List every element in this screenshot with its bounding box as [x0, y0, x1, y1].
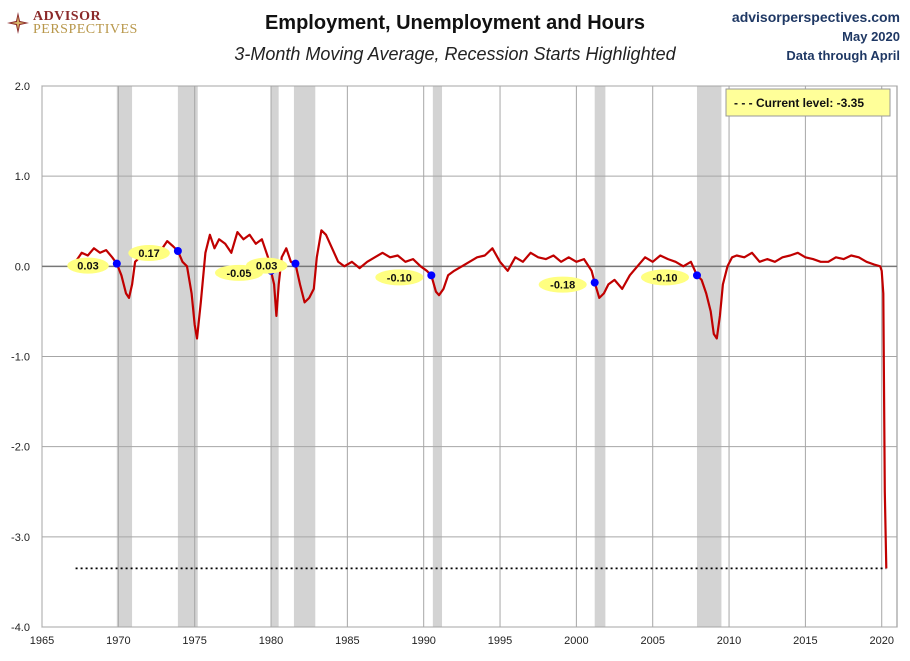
series-line	[74, 229, 888, 569]
recession-start-label: -0.10	[640, 269, 689, 286]
label-highlight	[375, 269, 424, 286]
x-tick-label: 1980	[259, 635, 283, 647]
advisor-perspectives-logo: ADVISOR PERSPECTIVES	[6, 9, 138, 37]
current-level-label: - - - Current level: -3.35	[734, 96, 864, 110]
recession-start-marker	[692, 271, 701, 280]
recession-start-marker	[112, 259, 121, 268]
label-highlight	[128, 245, 170, 262]
x-tick-label: 2005	[640, 635, 664, 647]
label-text: 0.03	[77, 261, 98, 273]
label-text: -0.05	[226, 268, 251, 280]
label-highlight	[245, 257, 288, 274]
data-through: Data through April	[786, 48, 900, 63]
y-tick-label: -4.0	[11, 622, 30, 634]
chart-subtitle: 3-Month Moving Average, Recession Starts…	[234, 44, 676, 64]
label-text: 0.03	[256, 261, 277, 273]
source-block: advisorperspectives.com May 2020 Data th…	[732, 8, 900, 65]
x-tick-label: 1995	[488, 635, 512, 647]
x-tick-label: 2020	[869, 635, 893, 647]
label-text: -0.18	[550, 280, 575, 292]
current-level-box	[725, 88, 891, 117]
x-tick-label: 1970	[106, 635, 130, 647]
label-highlight	[538, 276, 587, 293]
compass-icon	[7, 12, 29, 34]
label-text: -0.10	[652, 272, 677, 284]
label-text: -0.10	[387, 272, 412, 284]
source-date: May 2020	[842, 29, 900, 44]
x-tick-label: 1985	[335, 635, 359, 647]
recession-start-label: 0.17	[128, 245, 170, 262]
logo-text-line2: PERSPECTIVES	[33, 22, 138, 37]
recession-start-label: -0.10	[375, 269, 424, 286]
recession-start-label: -0.18	[538, 276, 587, 293]
x-tick-label: 2010	[717, 635, 741, 647]
chart-title: Employment, Unemployment and Hours	[264, 12, 646, 34]
label-highlight	[640, 269, 689, 286]
x-tick-label: 1975	[182, 635, 206, 647]
label-highlight	[67, 257, 109, 274]
recession-start-marker	[291, 259, 300, 268]
recession-start-label: 0.03	[67, 257, 109, 274]
logo-text-line1: ADVISOR	[33, 9, 102, 24]
y-tick-label: -3.0	[11, 532, 30, 544]
recession-start-label: 0.03	[245, 257, 288, 274]
recession-start-marker	[173, 247, 182, 256]
y-tick-label: -1.0	[11, 352, 30, 364]
label-text: 0.17	[138, 248, 159, 260]
recession-start-marker	[590, 278, 599, 287]
y-tick-label: 2.0	[15, 81, 30, 93]
x-tick-label: 2000	[564, 635, 588, 647]
x-tick-label: 1990	[411, 635, 435, 647]
x-tick-label: 2015	[793, 635, 817, 647]
recession-start-marker	[427, 271, 436, 280]
y-tick-label: 0.0	[15, 261, 30, 273]
x-tick-label: 1965	[30, 635, 54, 647]
source-site: advisorperspectives.com	[731, 9, 900, 25]
y-tick-label: -2.0	[11, 442, 30, 454]
y-tick-label: 1.0	[15, 171, 30, 183]
